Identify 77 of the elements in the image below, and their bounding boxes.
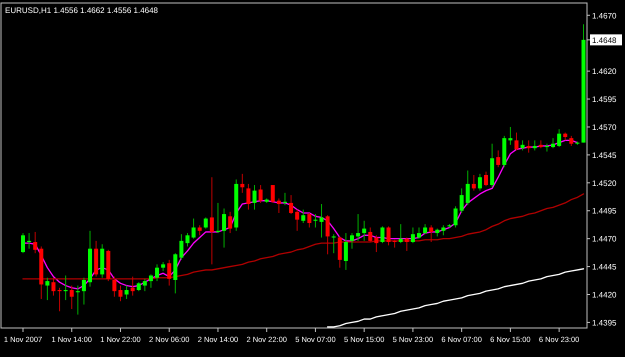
y-tick-label: 1.4670 — [592, 11, 618, 20]
candlestick — [82, 277, 86, 306]
candlestick — [429, 224, 434, 243]
candlestick — [454, 206, 458, 228]
candlestick — [478, 173, 482, 192]
y-tick-label: 1.4470 — [592, 234, 618, 244]
candlestick — [258, 184, 263, 204]
candlestick — [320, 204, 324, 238]
line-series — [326, 268, 584, 328]
candlestick — [301, 209, 306, 224]
candlestick — [417, 226, 422, 240]
candlestick — [167, 259, 172, 286]
candlestick — [246, 183, 250, 210]
candlestick — [569, 135, 574, 146]
candlestick — [380, 226, 384, 244]
candlestick — [326, 214, 330, 255]
y-tick-label: 1.4595 — [592, 95, 618, 104]
candlestick — [210, 176, 214, 265]
chart-title: EURUSD,H1 1.4556 1.4662 1.4556 1.4648 — [5, 6, 159, 15]
candlestick — [496, 150, 500, 168]
candlestick — [484, 171, 488, 187]
y-tick-label: 1.4545 — [592, 150, 618, 160]
candlestick — [204, 216, 208, 230]
candlestick — [441, 224, 446, 236]
candlestick — [33, 231, 38, 254]
candlestick — [155, 264, 160, 282]
candlestick — [338, 236, 342, 268]
candlestick — [142, 278, 147, 292]
y-tick-label: 1.4395 — [592, 318, 618, 328]
y-tick-label: 1.4648 — [592, 36, 618, 45]
candlestick — [362, 220, 366, 242]
candlestick — [185, 232, 190, 247]
candlestick — [124, 285, 129, 300]
candlestick — [270, 184, 275, 204]
candlestick — [460, 188, 464, 214]
candlestick — [386, 226, 391, 246]
candlestick — [398, 224, 403, 244]
candlestick — [222, 208, 226, 248]
candlestick — [404, 237, 409, 252]
candlestick — [45, 277, 50, 301]
candlestick — [557, 128, 562, 148]
candlestick — [350, 232, 354, 250]
y-tick-label: 1.4495 — [592, 206, 618, 216]
candlestick — [276, 198, 281, 214]
candlestick — [356, 214, 360, 242]
candlestick — [289, 194, 294, 215]
candlestick — [179, 234, 184, 260]
candlestick — [70, 285, 74, 310]
candlestick — [374, 234, 378, 253]
y-tick-label: 1.4445 — [592, 262, 618, 272]
candlestick — [21, 232, 25, 254]
candlestick — [423, 224, 428, 235]
candlestick — [307, 212, 312, 228]
candlestick — [551, 138, 556, 149]
candlestick — [240, 173, 244, 194]
candlestick — [313, 214, 318, 228]
candlestick — [148, 274, 153, 288]
candlestick — [410, 226, 415, 244]
candlestick — [118, 285, 122, 302]
candlestick — [198, 224, 202, 236]
candlestick — [508, 126, 512, 146]
candlestick — [295, 209, 300, 232]
candlestick — [514, 132, 518, 151]
candlestick — [228, 211, 232, 234]
candlestick — [472, 174, 476, 192]
candlestick — [466, 170, 470, 206]
y-tick-label: 1.4420 — [592, 290, 618, 300]
candlestick — [252, 184, 257, 210]
y-tick-label: 1.4520 — [592, 178, 618, 188]
candlestick — [112, 276, 116, 298]
y-tick-label: 1.4620 — [592, 67, 618, 76]
candlestick — [76, 285, 80, 316]
y-tick-label: 1.4570 — [592, 122, 618, 132]
candlestick — [368, 226, 372, 243]
candlestick — [192, 218, 196, 240]
candlestick — [344, 232, 348, 270]
candlestick — [51, 277, 56, 296]
